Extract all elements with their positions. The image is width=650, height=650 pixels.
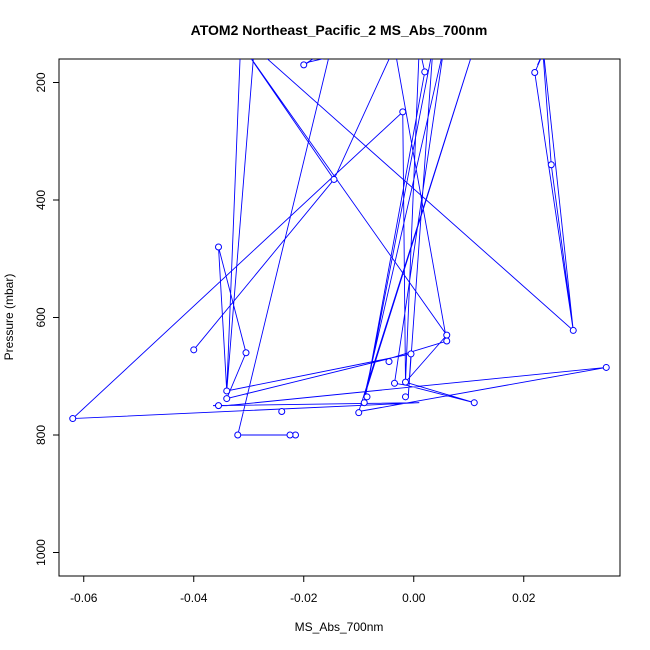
data-point: [547, 161, 555, 169]
data-point: [385, 358, 393, 366]
data-point: [402, 393, 409, 401]
data-point: [190, 346, 198, 354]
x-tick-label: -0.06: [70, 591, 98, 605]
data-point: [234, 431, 242, 439]
data-point: [531, 69, 539, 77]
y-tick-label: 400: [34, 190, 48, 210]
data-point: [363, 393, 371, 401]
chart-title: ATOM2 Northeast_Pacific_2 MS_Abs_700nm: [191, 22, 488, 38]
data-point: [223, 395, 231, 403]
x-tick-label: -0.02: [290, 591, 318, 605]
data-point: [330, 175, 338, 183]
x-tick-label: -0.04: [180, 591, 208, 605]
y-tick-label: 800: [34, 425, 48, 445]
data-point: [300, 61, 308, 69]
y-axis: 200 400 600 800 1000: [34, 72, 59, 566]
y-tick-label: 600: [34, 307, 48, 327]
x-tick-label: 0.00: [402, 591, 426, 605]
series-line: [71, 59, 607, 436]
y-tick-label: 1000: [34, 539, 48, 566]
data-point: [391, 379, 398, 387]
data-point: [470, 399, 478, 407]
data-point: [223, 387, 231, 395]
data-point: [407, 350, 415, 358]
data-point: [443, 337, 451, 345]
plot-area: [69, 59, 610, 439]
data-point: [602, 363, 610, 371]
data-point: [69, 415, 77, 423]
x-axis-label: MS_Abs_700nm: [295, 620, 384, 634]
data-point: [278, 408, 286, 415]
data-point: [360, 399, 368, 407]
y-axis-label: Pressure (mbar): [2, 274, 16, 361]
x-axis: -0.06 -0.04 -0.02 0.00 0.02: [70, 576, 536, 605]
x-tick-label: 0.02: [512, 591, 536, 605]
data-point: [286, 431, 294, 439]
data-point: [215, 243, 222, 251]
data-point: [443, 331, 451, 339]
data-point: [355, 409, 363, 417]
data-point: [421, 68, 429, 76]
data-point: [399, 108, 407, 116]
data-point: [569, 326, 577, 334]
data-point: [402, 378, 409, 386]
data-point: [242, 349, 250, 357]
data-point: [215, 402, 222, 410]
y-tick-label: 200: [34, 72, 48, 92]
plot-frame: [58, 58, 621, 577]
